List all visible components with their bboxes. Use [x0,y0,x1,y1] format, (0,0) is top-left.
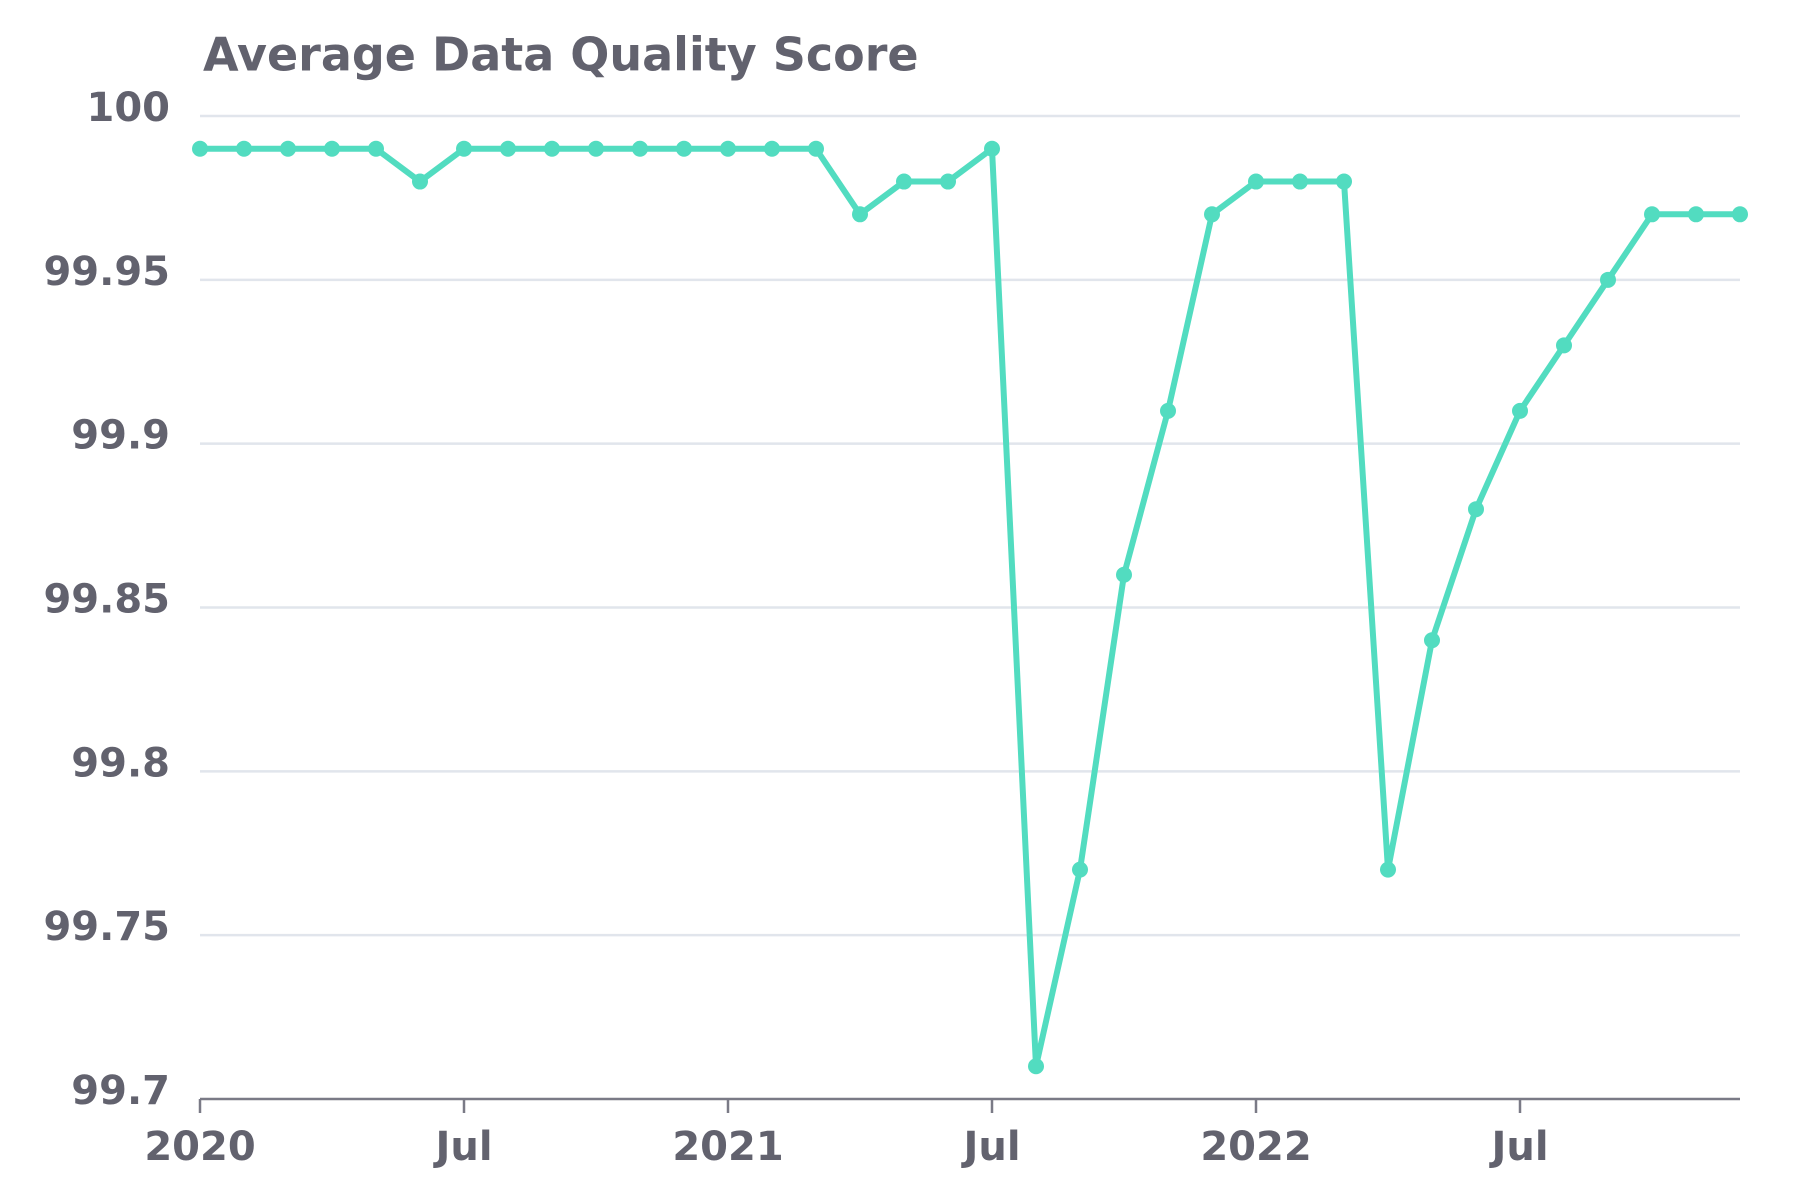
point [1600,271,1616,288]
point [1644,206,1660,223]
point [984,140,1000,157]
x-tick-label: 2022 [1200,1124,1311,1170]
x-tick-label: Jul [960,1124,1020,1170]
point [1292,173,1308,190]
point [808,140,824,157]
point [1380,861,1396,878]
point [1116,566,1132,583]
point [1248,173,1264,190]
y-tick-label: 99.8 [71,740,170,786]
y-tick-label: 99.95 [43,249,170,295]
y-tick-label: 99.9 [71,413,170,459]
point [368,140,384,157]
point [1512,402,1528,419]
x-tick-label: Jul [1488,1124,1548,1170]
point [324,140,340,157]
y-tick-label: 99.85 [43,577,170,623]
point [456,140,472,157]
point [280,140,296,157]
x-tick-label: 2021 [672,1124,783,1170]
point [588,140,604,157]
point [236,140,252,157]
y-tick-label: 100 [87,85,171,131]
x-tick-label: Jul [432,1124,492,1170]
point [676,140,692,157]
point [896,173,912,190]
point [632,140,648,157]
point [764,140,780,157]
point [1424,632,1440,649]
point [1028,1058,1044,1075]
x-tick-label: 2020 [144,1124,255,1170]
point [412,173,428,190]
point [1732,206,1748,223]
point [1468,501,1484,518]
point [500,140,516,157]
point [192,140,208,157]
point [1336,173,1352,190]
point [1556,337,1572,354]
point [940,173,956,190]
point [1688,206,1704,223]
line [200,145,1740,1070]
point [720,140,736,157]
point [852,206,868,223]
point [1160,402,1176,419]
y-tick-label: 99.7 [71,1068,170,1114]
point [544,140,560,157]
chart-title: Average Data Quality Score [203,28,919,82]
point [1072,861,1088,878]
point [1204,206,1220,223]
y-tick-label: 99.75 [43,904,170,950]
